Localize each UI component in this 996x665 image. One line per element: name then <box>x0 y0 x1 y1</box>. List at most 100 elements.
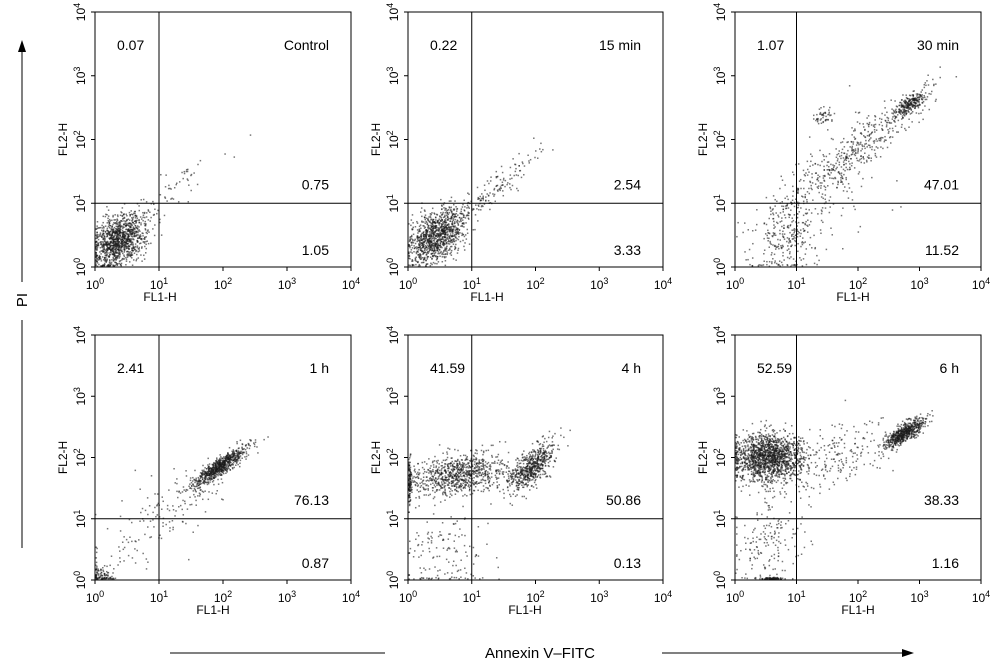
event-dot <box>906 104 908 106</box>
event-dot <box>831 119 833 121</box>
event-dot <box>488 182 490 185</box>
event-dot <box>461 225 464 228</box>
event-dot <box>427 244 429 247</box>
event-dot <box>462 222 464 225</box>
event-dot <box>441 252 444 254</box>
event-dot <box>454 236 457 239</box>
event-dot <box>108 232 110 235</box>
event-dot <box>130 252 133 255</box>
event-dot <box>102 577 105 580</box>
event-dot <box>413 469 416 472</box>
event-dot <box>424 235 427 238</box>
event-dot <box>96 258 98 260</box>
event-dot <box>119 515 122 518</box>
event-dot <box>135 219 137 222</box>
event-dot <box>427 219 430 222</box>
event-dot <box>444 248 446 251</box>
event-dot <box>447 223 450 225</box>
event-dot <box>817 213 819 215</box>
event-dot <box>446 233 448 236</box>
event-dot <box>141 246 143 248</box>
event-dot <box>215 468 218 470</box>
event-dot <box>468 193 470 196</box>
event-dot <box>885 121 888 124</box>
event-dot <box>429 235 431 238</box>
event-dot <box>132 229 135 231</box>
event-dot <box>509 183 511 185</box>
event-dot <box>791 234 793 236</box>
event-dot <box>434 255 437 258</box>
event-dot <box>905 113 907 116</box>
event-dot <box>228 464 230 467</box>
event-dot <box>806 160 809 163</box>
event-dot <box>747 229 750 231</box>
event-dot <box>476 465 479 467</box>
event-dot <box>117 564 119 566</box>
event-dot <box>452 233 454 235</box>
event-dot <box>853 167 856 169</box>
tick-exponent: 2 <box>227 589 232 599</box>
event-dot <box>244 456 246 458</box>
event-dot <box>447 226 450 228</box>
event-dot <box>107 233 109 235</box>
event-dot <box>195 479 198 482</box>
event-dot <box>766 263 768 266</box>
event-dot <box>454 215 456 217</box>
event-dot <box>860 161 862 164</box>
event-dot <box>438 230 441 232</box>
event-dot <box>420 207 423 209</box>
event-dot <box>130 257 133 259</box>
event-dot <box>901 111 904 114</box>
event-dot <box>443 244 445 247</box>
event-dot <box>211 471 213 473</box>
event-dot <box>828 153 831 155</box>
event-dot <box>909 103 911 105</box>
event-dot <box>112 250 114 253</box>
event-dot <box>895 108 897 111</box>
event-dot <box>427 227 429 229</box>
event-dot <box>853 205 855 208</box>
event-dot <box>107 231 109 233</box>
event-dot <box>440 198 442 201</box>
event-dot <box>199 477 202 480</box>
event-dot <box>195 477 197 480</box>
event-dot <box>511 184 514 187</box>
event-dot <box>853 153 856 156</box>
event-dot <box>133 238 135 241</box>
event-dot <box>794 230 796 232</box>
event-dot <box>173 186 176 189</box>
event-dot <box>245 458 247 460</box>
event-dot <box>905 129 907 132</box>
event-dot <box>102 238 104 241</box>
event-dot <box>915 93 918 95</box>
event-dot <box>125 258 128 261</box>
event-dot <box>444 224 446 227</box>
event-dot <box>901 99 903 101</box>
event-dot <box>442 229 445 232</box>
event-dot <box>105 253 107 255</box>
event-dot <box>138 229 140 231</box>
event-dot <box>924 82 927 84</box>
event-dot <box>939 66 941 68</box>
event-dot <box>486 180 489 182</box>
y-tick-label: 100 <box>712 258 728 276</box>
event-dot <box>434 227 437 230</box>
event-dot <box>812 164 814 166</box>
event-dot <box>253 443 256 445</box>
event-dot <box>104 231 107 233</box>
event-dot <box>820 107 822 109</box>
event-dot <box>884 135 886 138</box>
event-dot <box>435 229 437 232</box>
event-dot <box>419 224 422 226</box>
event-dot <box>102 264 104 266</box>
event-dot <box>934 100 937 102</box>
event-dot <box>149 536 151 539</box>
event-dot <box>118 222 121 225</box>
event-dot <box>903 114 905 116</box>
event-dot <box>428 458 430 460</box>
event-dot <box>827 168 830 171</box>
event-dot <box>225 465 227 468</box>
event-dot <box>235 459 238 461</box>
event-dot <box>901 115 904 117</box>
event-dot <box>187 168 189 171</box>
